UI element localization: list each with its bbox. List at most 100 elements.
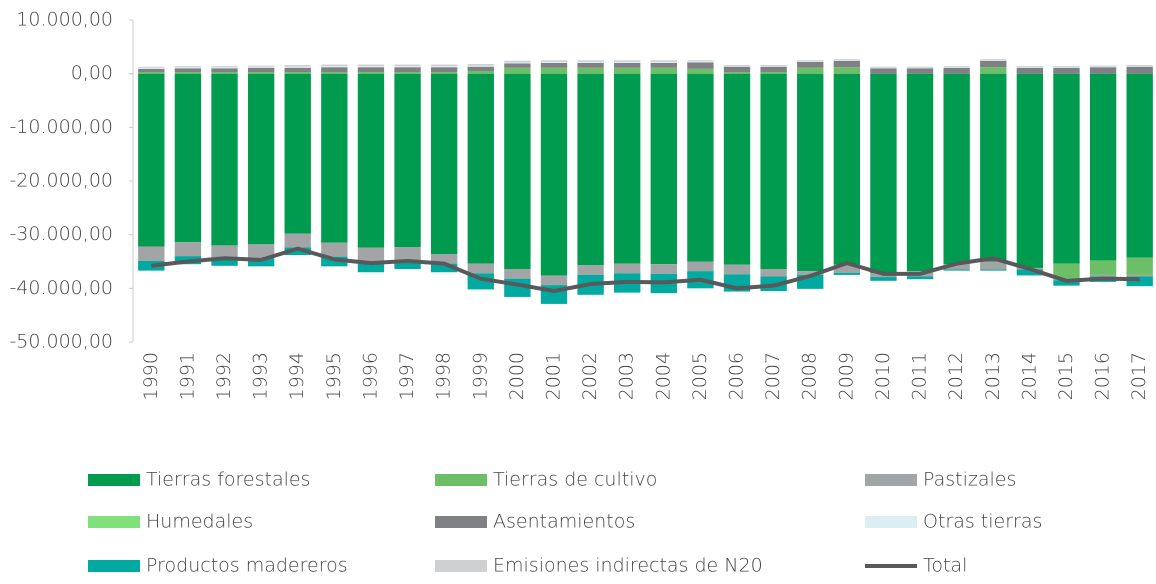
bar-segment — [650, 67, 677, 74]
bar-segment — [1089, 260, 1117, 275]
bar-segment — [943, 269, 970, 271]
y-tick-label: -40.000,00 — [9, 277, 113, 299]
bar-segment — [1089, 66, 1117, 68]
bar-segment — [357, 247, 385, 263]
bar-segment — [1053, 280, 1080, 286]
bar-segment — [723, 65, 751, 67]
bar-segment — [1053, 67, 1080, 74]
bar-segment — [1016, 67, 1044, 68]
bar-segment — [650, 62, 677, 68]
bar-segment — [687, 68, 714, 74]
bar-segment — [723, 66, 751, 67]
bar-segment — [504, 63, 531, 68]
bar-segment — [174, 242, 202, 257]
legend-label: Humedales — [146, 511, 253, 533]
x-tick-label: 2001 — [542, 352, 564, 400]
bar-segment — [577, 62, 604, 68]
bar-segment — [577, 67, 604, 74]
bar-segment — [687, 60, 714, 62]
x-tick-label: 1998 — [433, 352, 455, 400]
bar-segment — [394, 259, 421, 270]
bar-segment — [394, 64, 421, 67]
bar-segment — [797, 67, 824, 74]
legend-swatch — [88, 560, 140, 572]
bar-segment — [906, 73, 934, 272]
y-tick-label: 10.000,00 — [16, 9, 113, 31]
bar-segment — [1089, 73, 1117, 261]
bar-segment — [760, 66, 787, 67]
bar-segment — [430, 263, 458, 273]
bar-segment — [906, 66, 934, 68]
y-tick-label: -10.000,00 — [9, 116, 113, 138]
x-tick-label: 2017 — [1128, 352, 1150, 400]
x-tick-label: 1993 — [250, 352, 272, 400]
bar-segment — [357, 72, 385, 74]
bar-segment — [614, 67, 641, 74]
bar-segment — [211, 67, 238, 69]
bar-segment — [760, 269, 787, 277]
bar-segment — [1126, 66, 1153, 67]
total-line — [151, 246, 1140, 294]
bar-segment — [284, 66, 311, 68]
x-tick-label: 1996 — [359, 352, 381, 400]
bar-segment — [430, 72, 458, 74]
bar-segment — [833, 264, 861, 273]
bar-segment — [504, 73, 531, 270]
bar-segment — [1089, 274, 1117, 277]
bar-segment — [357, 67, 385, 73]
bar-segment — [687, 62, 714, 69]
x-tick-label: 1999 — [469, 352, 491, 400]
x-tick-label: 2006 — [726, 352, 748, 400]
bar-segment — [614, 73, 641, 264]
bar-segment — [321, 72, 348, 74]
bar-segment — [943, 73, 970, 265]
bar-segment — [284, 247, 311, 256]
bar-segment — [614, 263, 641, 274]
bar-segment — [138, 72, 165, 74]
bar-segment — [394, 247, 421, 260]
bar-segment — [577, 73, 604, 266]
bar-segment — [174, 73, 202, 243]
x-tick-label: 1995 — [323, 352, 345, 400]
bar-segment — [980, 59, 1007, 61]
x-tick-label: 2004 — [652, 352, 674, 400]
legend-label: Asentamientos — [493, 511, 635, 533]
bar-segment — [138, 246, 165, 261]
bar-segment — [321, 73, 348, 243]
bar-segment — [650, 61, 677, 63]
bar-segment — [870, 277, 897, 281]
bar-segment — [906, 276, 934, 280]
bar-segment — [980, 60, 1007, 68]
bar-segment — [357, 262, 385, 273]
bar-segment — [1089, 65, 1117, 67]
bar-segment — [467, 64, 494, 66]
bar-segment — [980, 60, 1007, 61]
x-tick-label: 2012 — [945, 352, 967, 400]
bar-segment — [1016, 67, 1044, 74]
bar-segment — [430, 66, 458, 68]
x-tick-label: 2013 — [982, 352, 1004, 400]
bar-segment — [284, 73, 311, 234]
legend-label: Productos madereros — [146, 555, 348, 577]
bar-segment — [980, 269, 1007, 271]
legend-swatch — [435, 474, 487, 486]
bar-segment — [430, 73, 458, 254]
bar-segment — [247, 65, 275, 67]
x-tick-label: 2009 — [835, 352, 857, 400]
bar-segment — [1053, 263, 1080, 279]
bar-segment — [247, 258, 275, 267]
bar-segment — [394, 72, 421, 74]
bar-segment — [577, 61, 604, 63]
bar-segment — [1053, 66, 1080, 68]
y-tick-label: -50.000,00 — [9, 331, 113, 353]
y-tick-label: 0,00 — [71, 62, 113, 84]
bar-segment — [833, 67, 861, 74]
bar-segment — [430, 67, 458, 73]
legend-label: Otras tierras — [923, 511, 1042, 533]
bar-segment — [540, 60, 568, 62]
bar-segment — [540, 67, 568, 74]
x-tick-label: 1994 — [286, 352, 308, 400]
x-tick-label: 1992 — [213, 352, 235, 400]
bar-segment — [650, 264, 677, 274]
bar-segment — [870, 73, 897, 274]
